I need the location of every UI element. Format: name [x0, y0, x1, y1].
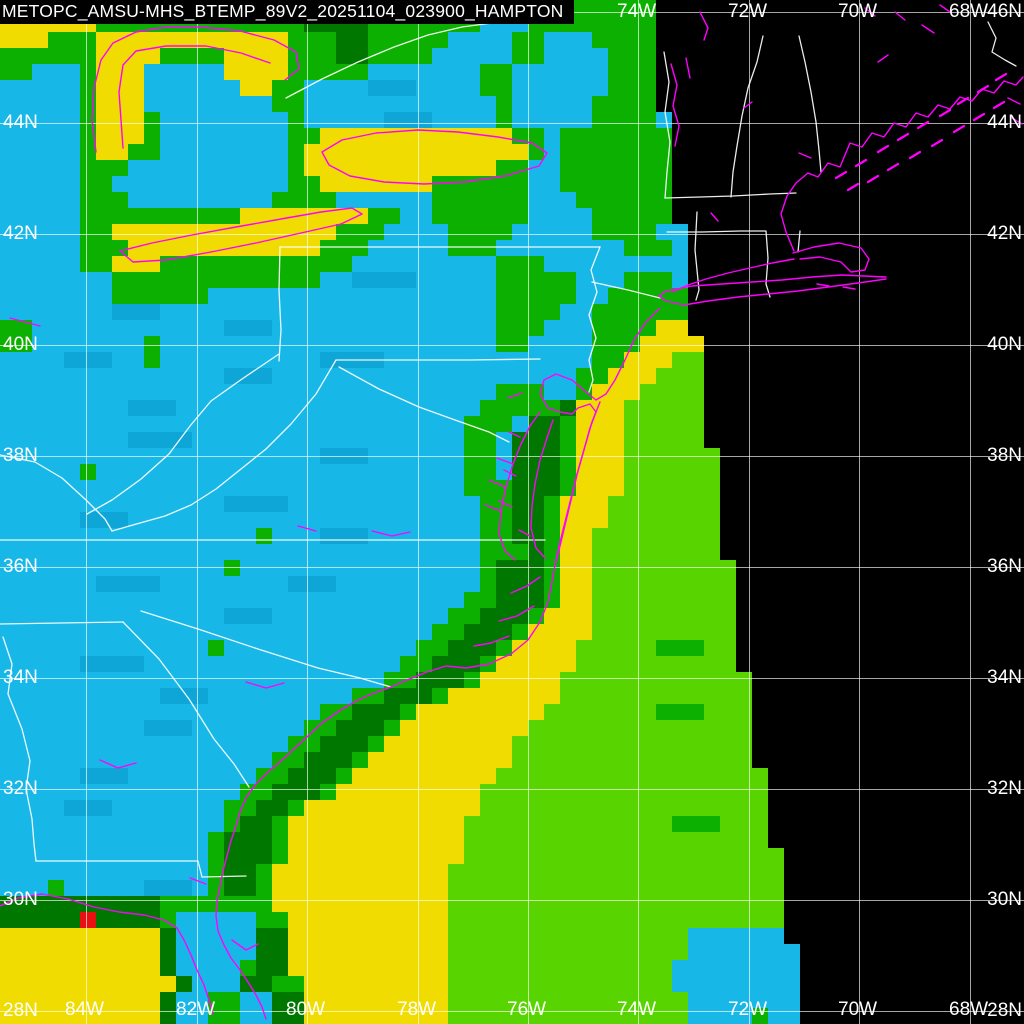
fundy-islands — [864, 4, 1023, 125]
ma-ct-ri-borders — [666, 211, 801, 301]
lake-erie-shore — [119, 207, 363, 263]
inland-rivers — [9, 317, 523, 769]
long-island-south-shore — [658, 278, 887, 306]
new-england-lakes — [710, 54, 889, 222]
georgian-bay-inner-shore — [118, 45, 271, 149]
potomac-border — [338, 366, 510, 443]
nantucket-islands — [816, 283, 856, 290]
georgian-bay-outer-shore — [91, 26, 300, 153]
cape-cod-shore — [792, 242, 870, 273]
vt-nh-border — [730, 35, 764, 198]
florida-georgia-waters — [189, 877, 259, 951]
lake-ontario-shore — [321, 129, 548, 185]
nj-west-border — [588, 246, 601, 393]
ga-sc-border — [122, 621, 250, 788]
maine-islands — [834, 72, 1008, 192]
canada-ny-border — [285, 22, 493, 99]
mason-dixon-border — [335, 358, 541, 361]
chesapeake-tributaries — [484, 431, 531, 537]
va-wv-border — [111, 359, 337, 532]
chesapeake-east-shore — [530, 419, 554, 559]
canada-me-border — [987, 21, 1017, 67]
state-border-layer — [0, 21, 1017, 878]
maine-coastline — [780, 76, 1024, 252]
product-title: METOPC_AMSU-MHS_BTEMP_89V2_20251104_0239… — [2, 1, 564, 21]
pa-oh-border — [278, 246, 282, 362]
lake-champlain-shore — [670, 11, 709, 147]
ct-ri-shore — [671, 258, 795, 293]
nh-me-border — [798, 35, 822, 173]
coastline-layer — [0, 4, 1024, 1020]
chesapeake-west-shore — [498, 411, 541, 561]
ny-vt-border — [663, 51, 671, 199]
nc-sounds — [473, 576, 541, 647]
ky-va-border — [0, 454, 113, 532]
ga-al-border — [2, 636, 37, 862]
atlantic-coastline — [215, 307, 661, 1020]
gulf-coastline — [0, 893, 214, 1015]
ma-north-border — [664, 192, 797, 199]
ga-fl-border — [35, 860, 247, 878]
long-island-north-shore — [665, 274, 887, 292]
delmarva-ocean-coast — [555, 401, 601, 563]
title-bar: METOPC_AMSU-MHS_BTEMP_89V2_20251104_0239… — [0, 0, 574, 24]
ohio-river-border — [86, 353, 280, 515]
nj-ny-border — [591, 281, 661, 299]
tn-nc-border — [0, 621, 124, 625]
nc-sc-border — [140, 610, 392, 688]
